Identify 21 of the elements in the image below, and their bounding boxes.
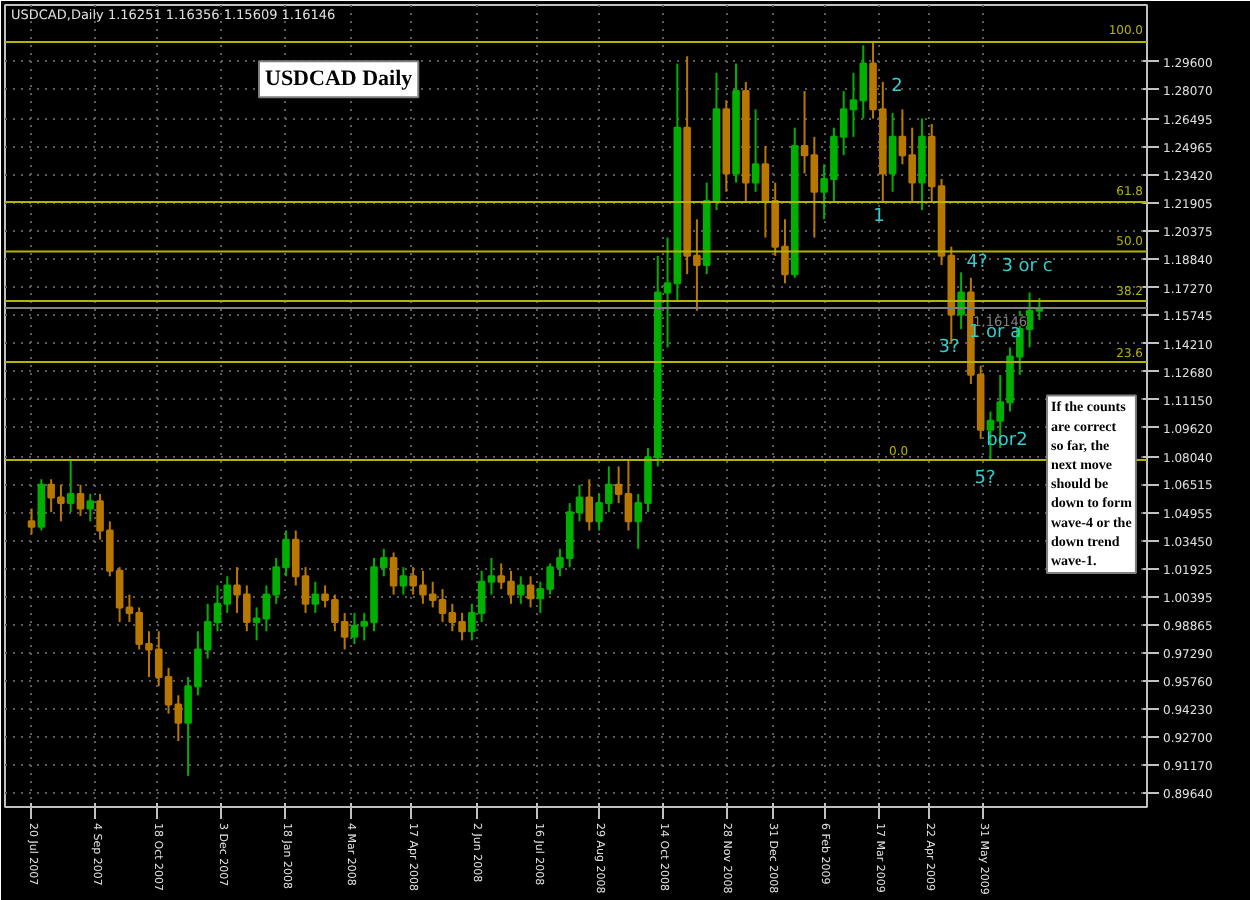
text: USDCAD Daily — [265, 67, 414, 92]
candlestick — [516, 575, 525, 605]
candlestick — [76, 483, 85, 517]
candlestick — [37, 478, 46, 532]
candlestick — [66, 459, 75, 514]
annotation: 3 or c — [1001, 257, 1053, 278]
candlestick — [399, 566, 408, 596]
candlestick — [389, 551, 398, 596]
candlestick — [526, 575, 535, 609]
candlestick — [86, 492, 95, 523]
annotation: 1 — [873, 207, 885, 228]
annotation: 2 — [891, 76, 903, 97]
candlestick — [918, 117, 926, 212]
annotation: 5? — [974, 468, 996, 489]
candlestick — [585, 478, 594, 532]
annotation: 3? — [938, 338, 960, 359]
candlestick — [311, 580, 320, 614]
candlestick — [751, 108, 760, 193]
candlestick — [888, 112, 897, 193]
candlestick — [27, 507, 36, 536]
annotation: 4? — [966, 253, 988, 274]
